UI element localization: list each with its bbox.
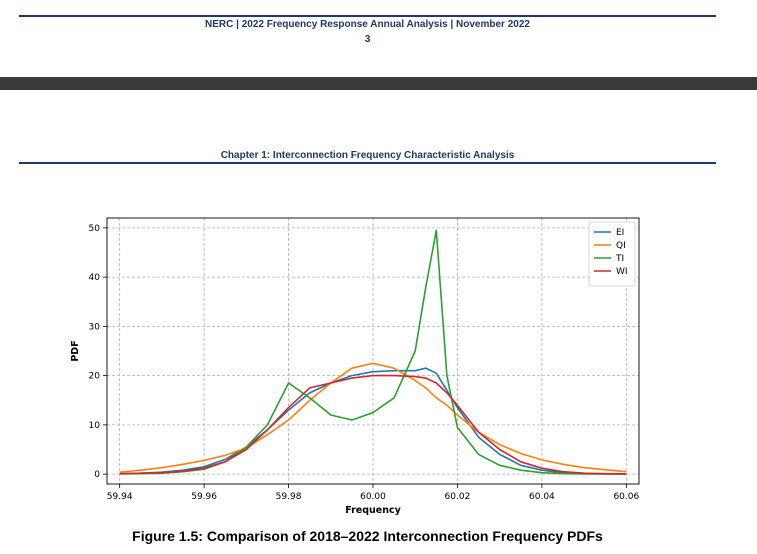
page-break-band [0,77,757,90]
y-tick-label: 10 [89,421,101,431]
x-tick-label: 60.04 [529,492,555,502]
chapter-rule [19,162,716,164]
legend-box [588,221,636,287]
x-axis-label: Frequency [345,505,401,516]
page-header-title: NERC | 2022 Frequency Response Annual An… [205,19,530,30]
figure-caption: Figure 1.5: Comparison of 2018–2022 Inte… [132,528,603,544]
y-tick-label: 40 [89,273,101,283]
x-tick-label: 59.96 [191,492,217,502]
x-tick-label: 59.94 [107,492,133,502]
legend-label-wi: WI [616,267,628,277]
x-tick-label: 59.98 [276,492,302,502]
x-tick-label: 60.06 [613,492,639,502]
y-tick-label: 0 [94,470,100,480]
y-tick-label: 20 [89,372,101,382]
legend-label-qi: QI [616,241,626,251]
series-line-qi [119,362,627,473]
pdf-chart: 59.94 59.96 59.98 60.00 60.02 60.04 60.06 0 10 20… [70,217,640,516]
x-tick-label: 60.02 [445,492,471,502]
header-rule-top [19,15,716,17]
chapter-title: Chapter 1: Interconnection Frequency Cha… [220,150,515,161]
page-number: 3 [364,34,371,45]
plot-frame [106,217,640,485]
y-tick-label: 30 [89,322,101,332]
series-line-wi [119,374,627,475]
y-axis-label: PDF [70,340,81,361]
y-tick-label: 50 [89,224,101,234]
legend-label-ti: TI [615,254,624,264]
x-tick-label: 60.00 [360,492,386,502]
legend-label-ei: EI [616,228,624,238]
series-line-ei [119,367,627,475]
